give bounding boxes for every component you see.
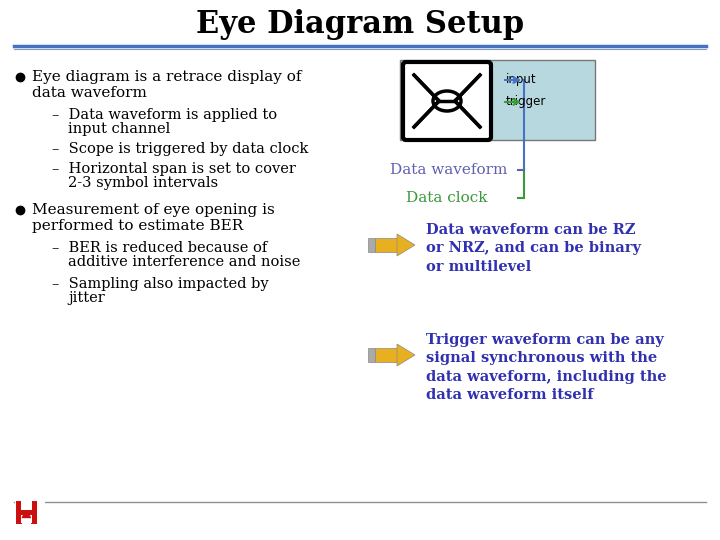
Bar <box>22 500 31 510</box>
Bar <box>31 501 37 524</box>
Text: Data waveform: Data waveform <box>390 163 508 177</box>
Bar <box>375 348 397 362</box>
Bar <box>16 502 21 523</box>
Text: Data clock: Data clock <box>406 191 487 205</box>
PathPatch shape <box>22 514 31 518</box>
Bar <box>16 510 37 515</box>
Text: Trigger waveform can be any
signal synchronous with the
data waveform, including: Trigger waveform can be any signal synch… <box>426 333 667 402</box>
PathPatch shape <box>16 507 37 516</box>
Polygon shape <box>397 344 415 366</box>
Text: additive interference and noise: additive interference and noise <box>68 255 300 269</box>
Text: Eye diagram is a retrace display of: Eye diagram is a retrace display of <box>32 70 302 84</box>
Text: –  Data waveform is applied to: – Data waveform is applied to <box>52 108 277 122</box>
Text: input channel: input channel <box>68 122 170 136</box>
Bar <box>21 515 32 523</box>
Text: jitter: jitter <box>68 291 104 305</box>
Bar <box>21 498 32 510</box>
Bar <box>32 502 37 523</box>
Bar <box>400 60 595 140</box>
Text: Eye Diagram Setup: Eye Diagram Setup <box>196 10 524 40</box>
Text: Data waveform can be RZ
or NRZ, and can be binary
or multilevel: Data waveform can be RZ or NRZ, and can … <box>426 223 641 274</box>
Text: –  Horizontal span is set to cover: – Horizontal span is set to cover <box>52 162 296 176</box>
Bar <box>22 516 31 524</box>
Text: –  Scope is triggered by data clock: – Scope is triggered by data clock <box>52 142 308 156</box>
Text: Measurement of eye opening is: Measurement of eye opening is <box>32 203 275 217</box>
Text: input: input <box>506 73 536 86</box>
Bar <box>17 509 21 523</box>
FancyBboxPatch shape <box>403 62 491 140</box>
Polygon shape <box>397 234 415 256</box>
Bar <box>16 510 37 516</box>
Bar <box>15 498 45 527</box>
Text: –  Sampling also impacted by: – Sampling also impacted by <box>52 277 269 291</box>
Text: 2-3 symbol intervals: 2-3 symbol intervals <box>68 176 218 190</box>
Text: –  BER is reduced because of: – BER is reduced because of <box>52 241 267 255</box>
Text: performed to estimate BER: performed to estimate BER <box>32 219 243 233</box>
Text: trigger: trigger <box>506 96 546 109</box>
Bar <box>16 501 22 524</box>
Bar <box>375 238 397 252</box>
Bar <box>15 501 42 526</box>
Bar <box>368 238 375 252</box>
Bar <box>368 348 375 362</box>
Bar <box>32 509 35 523</box>
Text: data waveform: data waveform <box>32 86 147 100</box>
